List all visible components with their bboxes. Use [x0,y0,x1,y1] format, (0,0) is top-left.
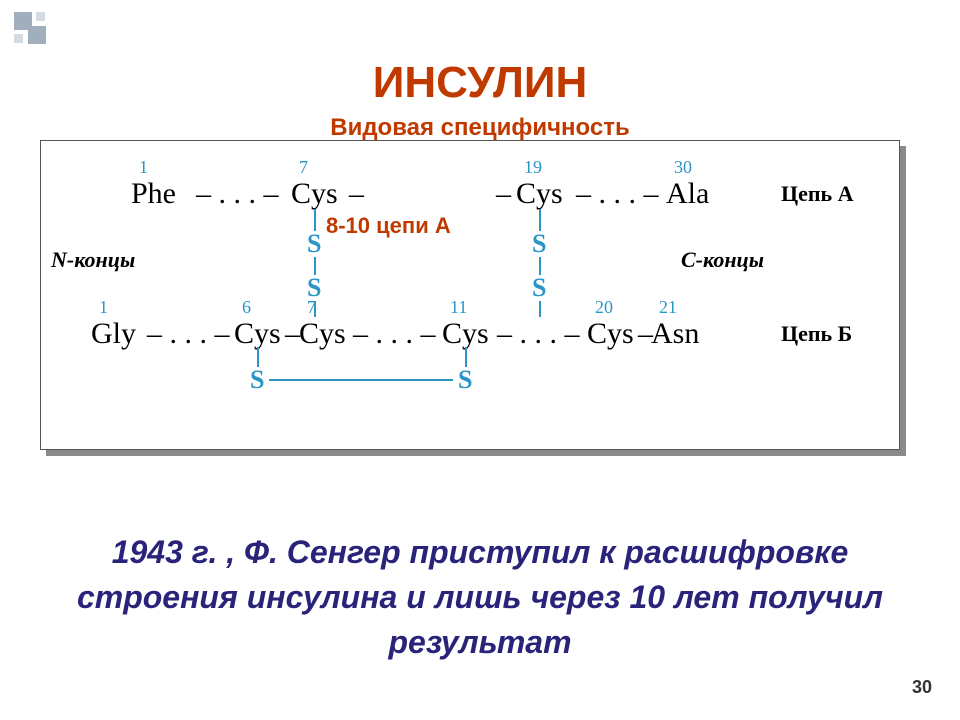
residue: Gly [91,317,136,351]
slide-title: ИНСУЛИН [0,58,960,108]
residue: Cys [587,317,634,351]
chain-connector: – . . . – [353,317,436,351]
position-number: 11 [450,297,467,318]
chain-connector: – . . . – [196,177,279,211]
chain-connector: – . . . – [576,177,659,211]
position-number: 1 [139,157,148,178]
sulfur-atom: S [307,273,321,303]
residue: Asn [651,317,699,351]
page-number: 30 [912,677,932,698]
position-number: 20 [595,297,613,318]
residue: Phe [131,177,176,211]
c-terminus-label: C-концы [681,247,764,273]
disulfide-bond [269,379,453,381]
position-number: 1 [99,297,108,318]
bullet-icon [28,26,46,44]
sulfur-atom: S [250,365,264,395]
position-number: 7 [299,157,308,178]
residue: Ala [666,177,709,211]
residue: Cys [516,177,563,211]
chain-a-label: Цепь A [781,181,854,207]
disulfide-bond [465,347,467,367]
chain-connector: – [349,177,364,211]
disulfide-bond [314,209,316,231]
position-number: 19 [524,157,542,178]
chain-connector: – [496,177,511,211]
sulfur-atom: S [458,365,472,395]
disulfide-bond [539,301,541,317]
bullet-icon [36,12,45,21]
sulfur-atom: S [307,229,321,259]
insulin-diagram: Phe1– . . . –Cys7– –Cys19– . . . –Ala30Ц… [40,140,900,450]
disulfide-bond [539,209,541,231]
residue: Cys [442,317,489,351]
caption-text: 1943 г. , Ф. Сенгер приступил к расшифро… [60,530,900,664]
disulfide-bond [257,347,259,367]
slide-subtitle: Видовая специфичность [0,114,960,142]
residue: Cys [291,177,338,211]
chain-connector: – . . . – [147,317,230,351]
chain-b-label: Цепь Б [781,321,852,347]
sulfur-atom: S [532,273,546,303]
position-number: 30 [674,157,692,178]
residue: Cys [299,317,346,351]
bullet-icon [14,34,23,43]
chain-connector: – . . . – [497,317,580,351]
sulfur-atom: S [532,229,546,259]
position-number: 6 [242,297,251,318]
disulfide-bond [314,301,316,317]
position-number: 21 [659,297,677,318]
residue: Cys [234,317,281,351]
n-terminus-label: N-концы [51,247,135,273]
chain-connector: – [285,317,300,351]
specificity-note: 8-10 цепи А [326,213,451,239]
